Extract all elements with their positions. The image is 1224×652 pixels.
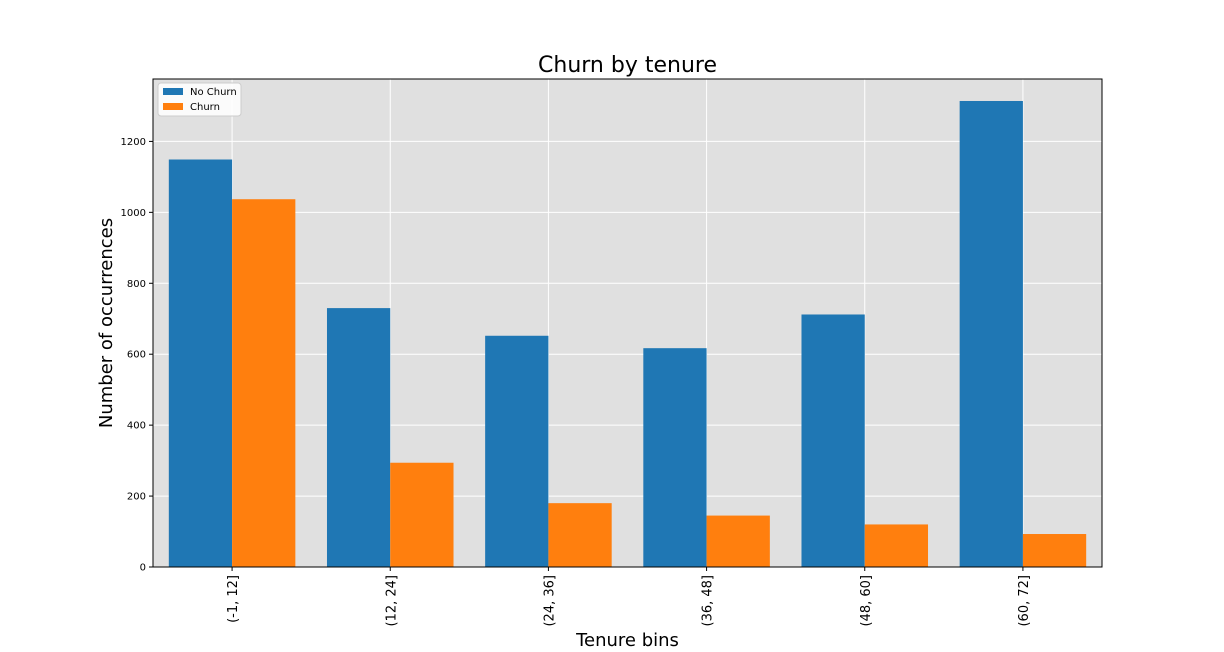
bar-churn: [390, 462, 454, 567]
x-tick-label: (-1, 12]: [226, 575, 241, 623]
chart-title: Churn by tenure: [538, 53, 717, 78]
bar-churn: [548, 503, 612, 567]
x-tick-label: (60, 72]: [1017, 575, 1032, 627]
x-axis-label: Tenure bins: [575, 630, 679, 648]
legend: No Churn Churn: [157, 82, 242, 117]
bars: [168, 100, 1087, 568]
y-axis-label: Number of occurrences: [96, 218, 117, 428]
y-tick-label: 600: [127, 350, 146, 361]
bar-no-churn: [168, 159, 233, 568]
y-tick-label: 0: [140, 563, 146, 574]
bar-no-churn: [959, 100, 1023, 567]
x-tick-label: (48, 60]: [859, 575, 874, 627]
y-tick-label: 400: [127, 421, 146, 432]
legend-swatch-no-churn: [163, 88, 183, 95]
bar-no-churn: [485, 335, 549, 567]
bar-churn: [864, 524, 929, 567]
bar-churn: [1022, 534, 1087, 567]
y-tick-label: 800: [127, 279, 146, 290]
bar-churn: [232, 199, 296, 567]
legend-label-churn: Churn: [190, 102, 220, 113]
plot-frame: [152, 78, 1103, 568]
bar-churn: [706, 515, 770, 567]
plot-area: [153, 79, 1102, 567]
legend-label-no-churn: No Churn: [190, 87, 237, 98]
x-tick-label: (24, 36]: [542, 575, 557, 627]
x-axis: (-1, 12] (12, 24] (24, 36] (36, 48] (48, 60]…: [226, 567, 1032, 627]
y-axis: 0 200 400 600 800 1000 1200: [121, 137, 153, 574]
bar-no-churn: [643, 348, 707, 567]
bar-no-churn: [326, 308, 391, 567]
legend-swatch-churn: [163, 103, 183, 110]
y-tick-label: 200: [127, 492, 146, 503]
y-tick-label: 1200: [121, 137, 146, 148]
x-tick-label: (36, 48]: [701, 575, 716, 627]
bar-no-churn: [801, 314, 865, 567]
y-tick-label: 1000: [121, 208, 146, 219]
x-tick-label: (12, 24]: [384, 575, 399, 627]
